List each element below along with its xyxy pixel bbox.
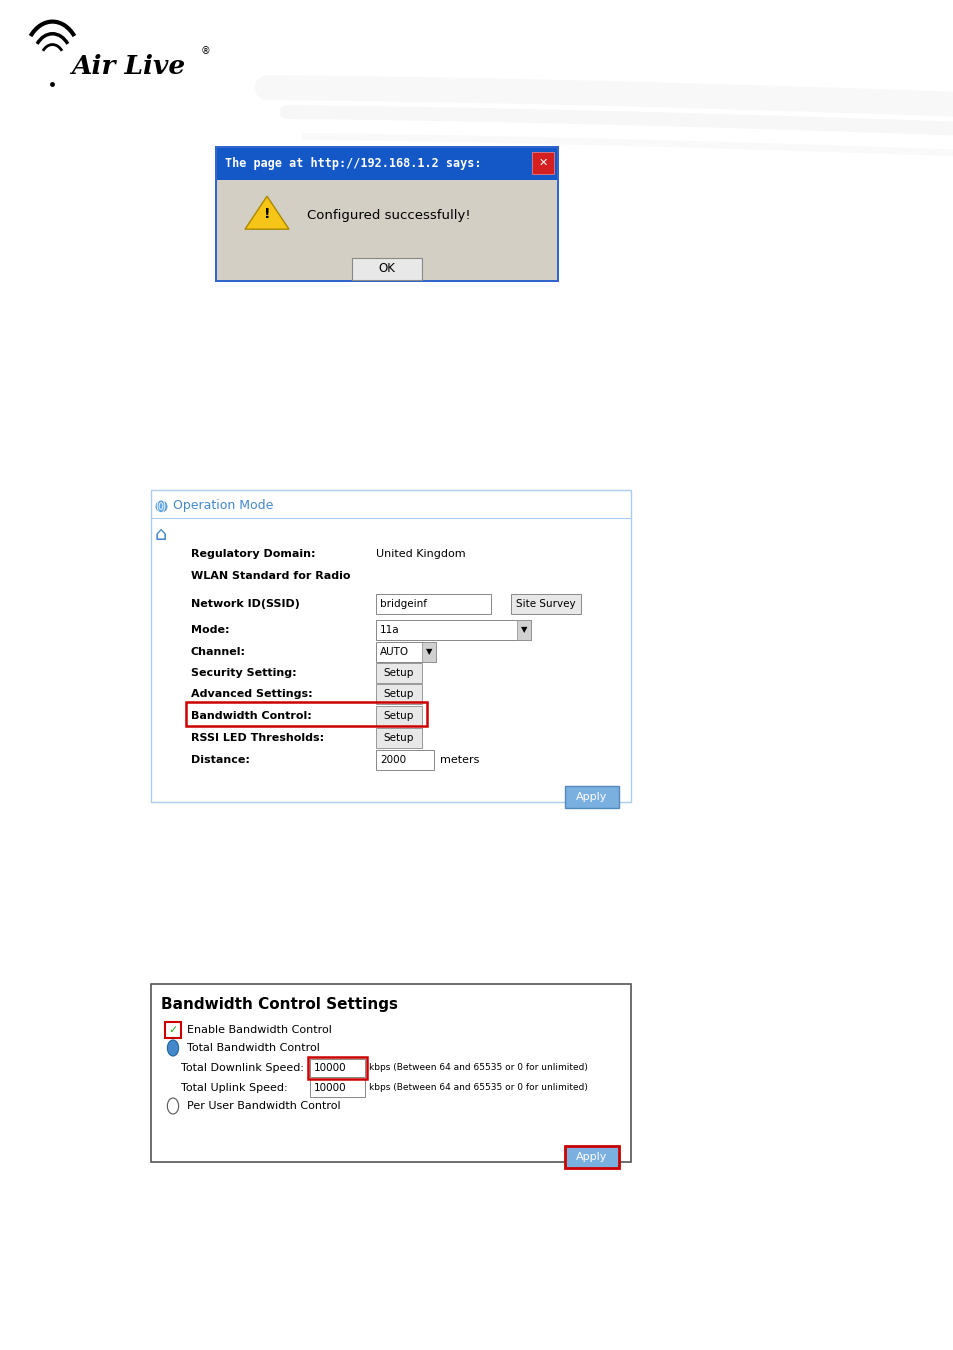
Text: 2000: 2000 bbox=[379, 755, 406, 765]
Text: Operation Mode: Operation Mode bbox=[172, 500, 274, 513]
Text: Enable Bandwidth Control: Enable Bandwidth Control bbox=[187, 1025, 332, 1035]
Text: OK: OK bbox=[378, 262, 395, 275]
Text: ▼: ▼ bbox=[425, 648, 432, 656]
Text: Advanced Settings:: Advanced Settings: bbox=[191, 688, 313, 699]
Text: Bandwidth Control:: Bandwidth Control: bbox=[191, 711, 312, 721]
FancyBboxPatch shape bbox=[564, 786, 618, 809]
Text: Site Survey: Site Survey bbox=[516, 599, 576, 609]
Text: Setup: Setup bbox=[383, 688, 414, 699]
Text: Per User Bandwidth Control: Per User Bandwidth Control bbox=[187, 1102, 340, 1111]
Text: United Kingdom: United Kingdom bbox=[375, 549, 465, 559]
Text: The page at http://192.168.1.2 says:: The page at http://192.168.1.2 says: bbox=[225, 158, 481, 170]
Text: 10000: 10000 bbox=[314, 1062, 346, 1073]
Text: Total Downlink Speed:: Total Downlink Speed: bbox=[181, 1062, 304, 1073]
FancyBboxPatch shape bbox=[310, 1058, 365, 1077]
Text: Setup: Setup bbox=[383, 711, 414, 721]
Text: kbps (Between 64 and 65535 or 0 for unlimited): kbps (Between 64 and 65535 or 0 for unli… bbox=[369, 1064, 587, 1072]
FancyBboxPatch shape bbox=[375, 684, 421, 703]
FancyBboxPatch shape bbox=[165, 1022, 181, 1038]
Text: bridgeinf: bridgeinf bbox=[379, 599, 427, 609]
Text: Channel:: Channel: bbox=[191, 647, 246, 657]
Text: WLAN Standard for Radio: WLAN Standard for Radio bbox=[191, 571, 350, 580]
Text: Network ID(SSID): Network ID(SSID) bbox=[191, 599, 299, 609]
Text: meters: meters bbox=[439, 755, 478, 765]
Circle shape bbox=[167, 1040, 178, 1056]
Text: Mode:: Mode: bbox=[191, 625, 230, 634]
Circle shape bbox=[167, 1098, 178, 1114]
FancyBboxPatch shape bbox=[375, 751, 434, 769]
FancyBboxPatch shape bbox=[151, 984, 630, 1162]
FancyBboxPatch shape bbox=[375, 643, 436, 662]
Text: ®: ® bbox=[200, 46, 210, 57]
Text: 11a: 11a bbox=[379, 625, 399, 634]
FancyBboxPatch shape bbox=[375, 663, 421, 683]
Text: Security Setting:: Security Setting: bbox=[191, 668, 296, 678]
Text: ✕: ✕ bbox=[537, 158, 547, 167]
Text: kbps (Between 64 and 65535 or 0 for unlimited): kbps (Between 64 and 65535 or 0 for unli… bbox=[369, 1084, 587, 1092]
FancyBboxPatch shape bbox=[216, 148, 557, 180]
Text: !: ! bbox=[263, 207, 270, 221]
FancyBboxPatch shape bbox=[375, 620, 531, 640]
Text: Regulatory Domain:: Regulatory Domain: bbox=[191, 549, 315, 559]
Text: Apply: Apply bbox=[576, 1152, 607, 1162]
FancyBboxPatch shape bbox=[517, 620, 531, 640]
FancyBboxPatch shape bbox=[310, 1079, 365, 1098]
FancyBboxPatch shape bbox=[352, 258, 421, 279]
Text: RSSI LED Thresholds:: RSSI LED Thresholds: bbox=[191, 733, 324, 743]
Text: AUTO: AUTO bbox=[379, 647, 409, 657]
FancyBboxPatch shape bbox=[375, 594, 491, 614]
FancyBboxPatch shape bbox=[532, 153, 554, 174]
Text: Bandwidth Control Settings: Bandwidth Control Settings bbox=[161, 996, 397, 1011]
Text: Configured successfully!: Configured successfully! bbox=[307, 209, 470, 223]
FancyBboxPatch shape bbox=[421, 643, 436, 662]
FancyBboxPatch shape bbox=[564, 1146, 618, 1168]
Text: ⌂: ⌂ bbox=[154, 525, 167, 544]
Text: ▼: ▼ bbox=[520, 625, 527, 634]
FancyBboxPatch shape bbox=[375, 728, 421, 748]
FancyBboxPatch shape bbox=[511, 594, 580, 614]
FancyBboxPatch shape bbox=[214, 146, 558, 282]
Text: Apply: Apply bbox=[576, 792, 607, 802]
Text: Distance:: Distance: bbox=[191, 755, 250, 765]
FancyBboxPatch shape bbox=[216, 180, 557, 279]
FancyBboxPatch shape bbox=[375, 706, 421, 726]
Text: Air Live: Air Live bbox=[71, 54, 186, 78]
Text: Total Bandwidth Control: Total Bandwidth Control bbox=[187, 1044, 319, 1053]
Text: Total Uplink Speed:: Total Uplink Speed: bbox=[181, 1083, 287, 1094]
Polygon shape bbox=[245, 196, 289, 230]
Text: Setup: Setup bbox=[383, 668, 414, 678]
FancyBboxPatch shape bbox=[151, 490, 630, 802]
Text: Setup: Setup bbox=[383, 733, 414, 743]
Text: ✓: ✓ bbox=[168, 1025, 177, 1035]
Text: 10000: 10000 bbox=[314, 1083, 346, 1094]
